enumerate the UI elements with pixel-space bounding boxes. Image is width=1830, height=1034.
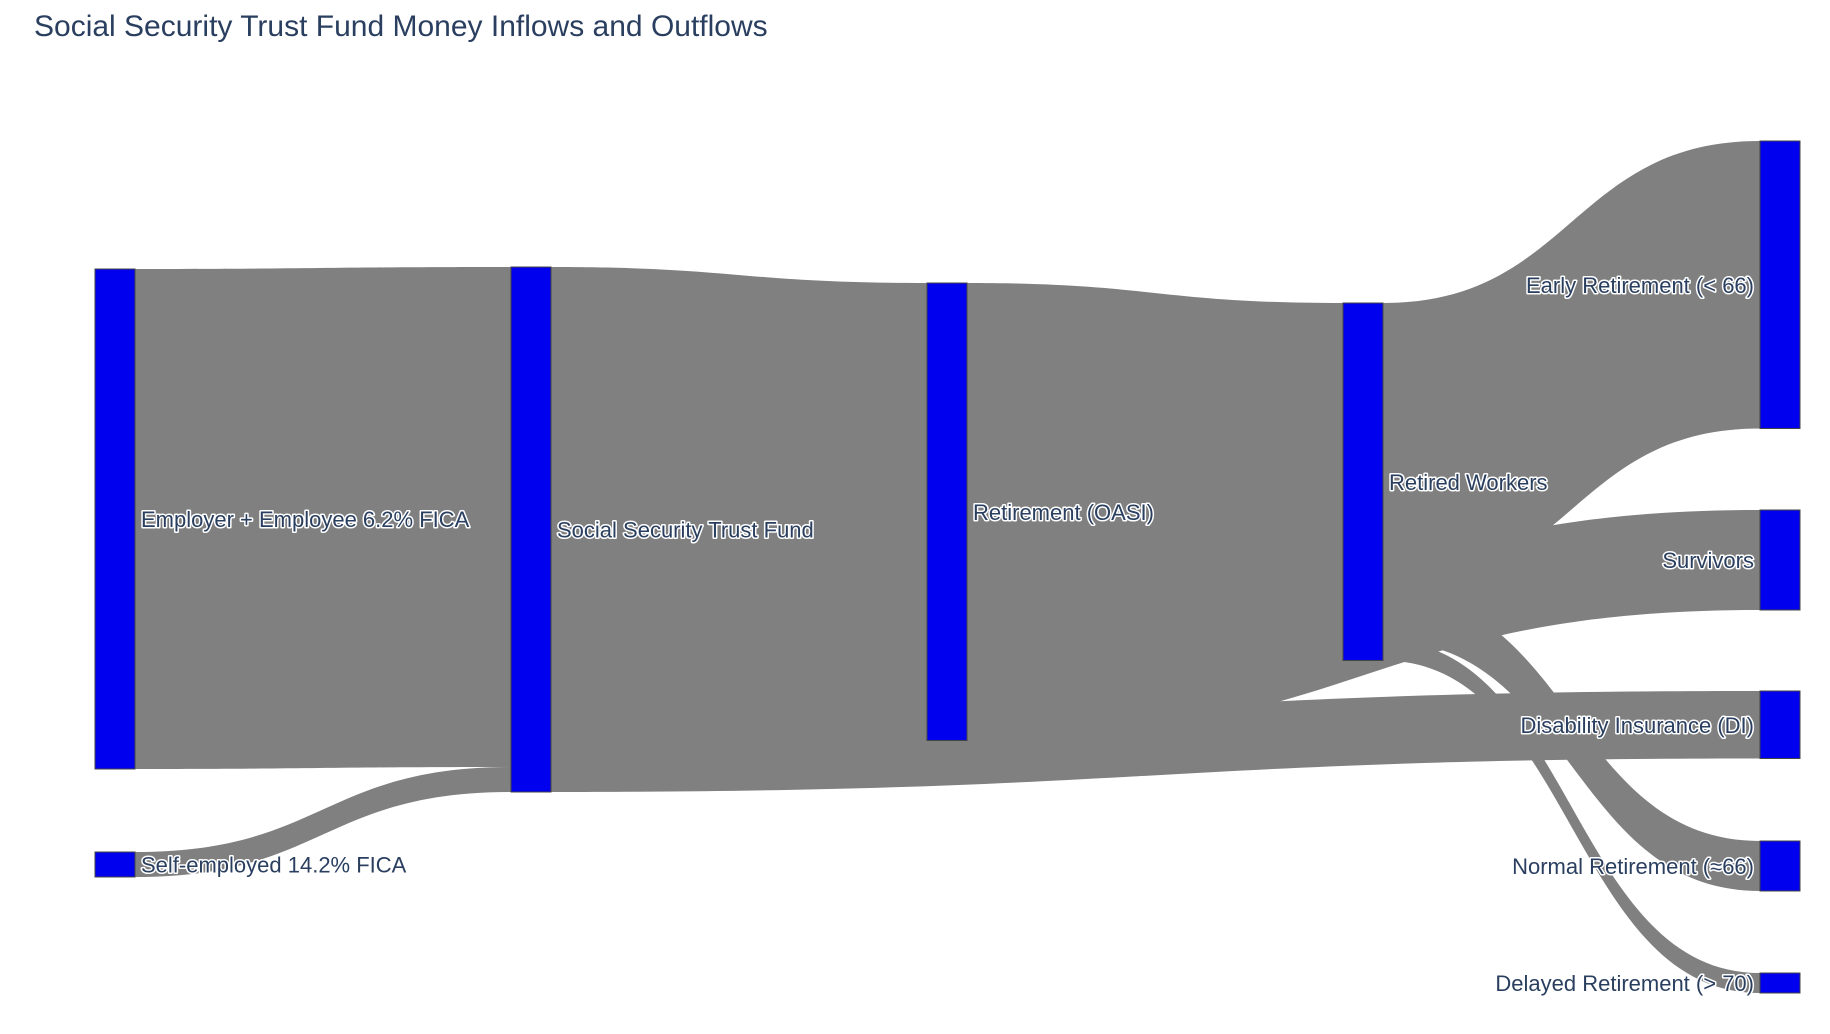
sankey-node-di[interactable] xyxy=(1759,690,1801,759)
sankey-node-label-retired-workers: Retired Workers xyxy=(1389,470,1548,495)
sankey-node-retired-workers[interactable] xyxy=(1342,302,1384,661)
sankey-labels: Employer + Employee 6.2% FICA Self-employ… xyxy=(140,271,1756,997)
sankey-node-label-early: Early Retirement (< 66) xyxy=(1526,273,1754,298)
sankey-link-retired_workers-to-normal[interactable] xyxy=(1383,590,1760,892)
sankey-link-self_employed-to-trust_fund[interactable] xyxy=(135,767,511,877)
chart-title: Social Security Trust Fund Money Inflows… xyxy=(34,10,768,43)
sankey-node-label-delayed: Delayed Retirement (> 70) xyxy=(1495,971,1754,996)
sankey-node-label-oasi: Retirement (OASI) xyxy=(973,500,1154,525)
sankey-node-oasi[interactable] xyxy=(926,282,968,741)
sankey-node-survivors[interactable] xyxy=(1759,509,1801,611)
sankey-node-label-trust-fund: Social Security Trust Fund xyxy=(557,518,814,543)
sankey-link-retired_workers-to-delayed[interactable] xyxy=(1383,640,1760,994)
sankey-node-delayed[interactable] xyxy=(1759,972,1801,994)
sankey-node-label-employer-employee: Employer + Employee 6.2% FICA xyxy=(141,507,470,532)
sankey-link-oasi-to-retired_workers[interactable] xyxy=(967,283,1343,661)
sankey-node-label-survivors: Survivors xyxy=(1662,548,1754,573)
sankey-node-self-employed[interactable] xyxy=(94,851,136,878)
sankey-link-trust_fund-to-di[interactable] xyxy=(551,691,1760,792)
sankey-nodes xyxy=(94,140,1801,994)
sankey-node-label-normal: Normal Retirement (≈66) xyxy=(1512,854,1754,879)
sankey-node-normal[interactable] xyxy=(1759,840,1801,892)
sankey-node-employer-employee[interactable] xyxy=(94,268,136,770)
sankey-link-trust_fund-to-oasi[interactable] xyxy=(551,267,927,741)
sankey-node-label-self-employed: Self-employed 14.2% FICA xyxy=(141,853,407,878)
sankey-link-employer_employee-to-trust_fund[interactable] xyxy=(135,267,511,769)
sankey-node-trust-fund[interactable] xyxy=(510,266,552,793)
sankey-node-early[interactable] xyxy=(1759,140,1801,429)
sankey-node-label-di: Disability Insurance (DI) xyxy=(1520,713,1754,738)
sankey-link-retired_workers-to-early[interactable] xyxy=(1383,141,1760,591)
